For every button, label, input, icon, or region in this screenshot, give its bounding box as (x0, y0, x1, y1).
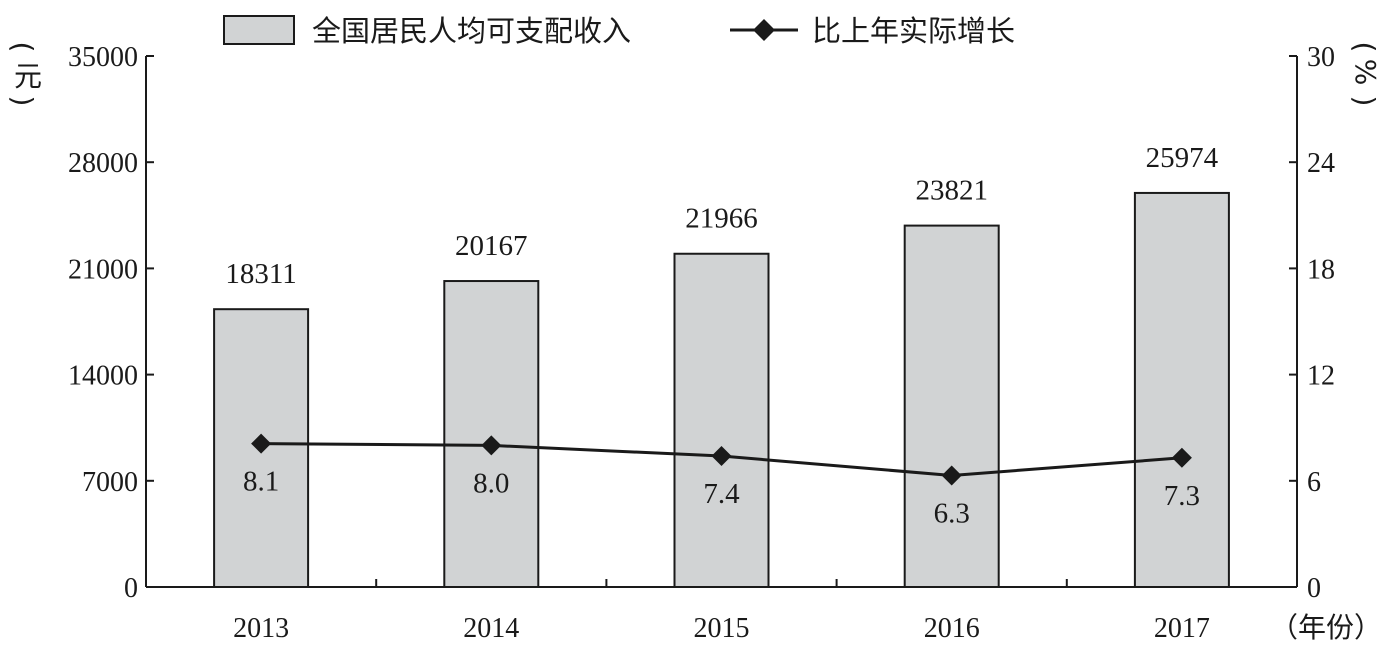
left-unit-open: ( (6, 42, 39, 53)
bar-2017 (1133, 191, 1230, 588)
growth-marker-2014 (481, 435, 502, 456)
legend-diamond-marker (753, 19, 775, 41)
left-tick-label-35000: 35000 (68, 42, 138, 73)
x-tick-label-2013: 2013 (233, 613, 289, 644)
growth-line-layer (251, 433, 1192, 486)
left-tick-label-0: 0 (124, 573, 138, 604)
left-tick-label-21000: 21000 (68, 254, 138, 285)
legend-bar-label: 全国居民人均可支配收入 (312, 14, 631, 48)
x-tick-label-2016: 2016 (924, 613, 980, 644)
growth-value-label-2013: 8.1 (243, 466, 279, 498)
growth-value-label-2017: 7.3 (1164, 480, 1200, 512)
bar-value-label-2017: 25974 (1146, 142, 1219, 174)
left-unit-close: ) (6, 96, 39, 107)
right-tick-label-18: 18 (1307, 254, 1335, 285)
right-unit-char: % (1349, 59, 1382, 86)
right-tick-label-0: 0 (1307, 573, 1321, 604)
right-axis-unit: ( % ) (1348, 42, 1382, 107)
growth-marker-2015 (711, 446, 732, 467)
growth-marker-2013 (251, 433, 272, 454)
axes-layer: 0 7000 14000 21000 28000 35000 0 6 12 18 24 30 2013 2… (68, 42, 1335, 644)
left-unit-char: 元 (14, 60, 42, 93)
growth-value-label-2015: 7.4 (703, 478, 740, 510)
left-tick-label-14000: 14000 (68, 361, 138, 392)
bar-value-label-2013: 18311 (225, 258, 296, 290)
left-axis-unit: ( 元 ) (6, 42, 42, 107)
x-axis-unit: （年份） (1270, 611, 1382, 644)
x-tick-label-2017: 2017 (1154, 613, 1210, 644)
right-tick-label-6: 6 (1307, 467, 1321, 498)
growth-value-label-2014: 8.0 (473, 467, 509, 499)
bar-2016 (903, 224, 1000, 588)
legend: 全国居民人均可支配收入 比上年实际增长 (223, 14, 1015, 48)
growth-value-label-2016: 6.3 (934, 497, 970, 529)
x-tick-label-2014: 2014 (463, 613, 519, 644)
growth-marker-2016 (941, 465, 962, 486)
bar-2014 (443, 280, 540, 588)
right-tick-label-30: 30 (1307, 42, 1335, 73)
right-unit-close: ) (1348, 96, 1381, 107)
bar-value-label-2016: 23821 (915, 175, 988, 207)
x-tick-label-2015: 2015 (694, 613, 750, 644)
legend-bar-swatch (223, 15, 295, 45)
right-tick-label-12: 12 (1307, 361, 1335, 392)
bar-value-label-2015: 21966 (685, 203, 758, 235)
bar-2015 (673, 252, 770, 589)
bars-layer (213, 191, 1230, 589)
left-tick-label-7000: 7000 (82, 467, 138, 498)
right-unit-open: ( (1348, 42, 1381, 53)
legend-line-label: 比上年实际增长 (812, 14, 1015, 48)
left-tick-label-28000: 28000 (68, 148, 138, 179)
bar-value-label-2014: 20167 (455, 230, 528, 262)
right-tick-label-24: 24 (1307, 148, 1335, 179)
labels-layer: 18311 20167 21966 23821 25974 8.1 8.0 7.4 6.3 7.3 (225, 142, 1218, 530)
growth-marker-2017 (1171, 447, 1192, 468)
